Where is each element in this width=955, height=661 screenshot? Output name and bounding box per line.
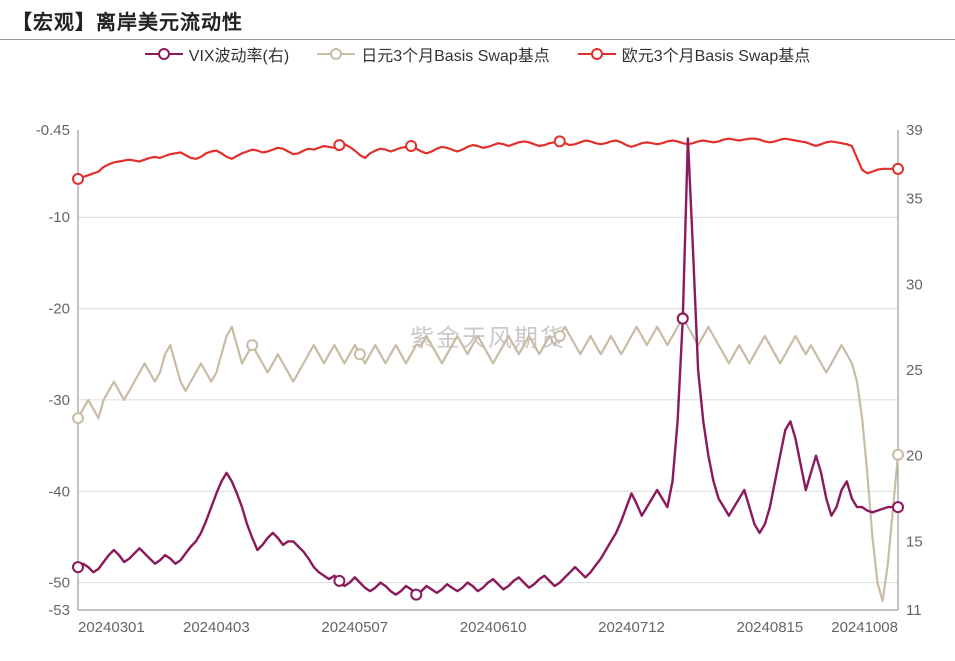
legend-marker [317, 47, 355, 61]
chart-title: 【宏观】离岸美元流动性 [12, 12, 243, 34]
legend-marker [578, 47, 616, 61]
svg-text:-40: -40 [48, 483, 70, 500]
svg-text:20240712: 20240712 [598, 619, 665, 636]
legend-label: 欧元3个月Basis Swap基点 [622, 42, 811, 66]
svg-text:-10: -10 [48, 209, 70, 226]
svg-text:20: 20 [906, 448, 923, 465]
legend-label: VIX波动率(右) [189, 42, 289, 66]
chart-plot: -0.45 -10 -20 -30 -40 -50 -53 39 35 30 25 20 15 11 202… [0, 80, 955, 660]
legend-item-vix: VIX波动率(右) [145, 42, 289, 66]
legend-item-eur: 欧元3个月Basis Swap基点 [578, 42, 811, 66]
svg-text:20240507: 20240507 [321, 619, 388, 636]
svg-text:11: 11 [906, 602, 922, 619]
svg-text:20240610: 20240610 [460, 619, 527, 636]
svg-text:-20: -20 [48, 301, 70, 318]
svg-text:-30: -30 [48, 392, 70, 409]
svg-text:20240301: 20240301 [78, 619, 145, 636]
svg-text:15: 15 [906, 533, 923, 550]
svg-text:20240815: 20240815 [737, 619, 804, 636]
svg-text:-53: -53 [48, 602, 70, 619]
legend-label: 日元3个月Basis Swap基点 [361, 42, 550, 66]
svg-text:-0.45: -0.45 [36, 122, 70, 139]
svg-text:39: 39 [906, 122, 923, 139]
chart-title-bar: 【宏观】离岸美元流动性 [0, 0, 955, 40]
svg-text:20240403: 20240403 [183, 619, 250, 636]
svg-text:25: 25 [906, 362, 923, 379]
legend-marker [145, 47, 183, 61]
legend: VIX波动率(右) 日元3个月Basis Swap基点 欧元3个月Basis S… [0, 42, 955, 66]
svg-text:20241008: 20241008 [831, 619, 898, 636]
svg-text:-50: -50 [48, 575, 70, 592]
svg-text:30: 30 [906, 276, 923, 293]
svg-text:35: 35 [906, 191, 923, 208]
legend-item-jpy: 日元3个月Basis Swap基点 [317, 42, 550, 66]
